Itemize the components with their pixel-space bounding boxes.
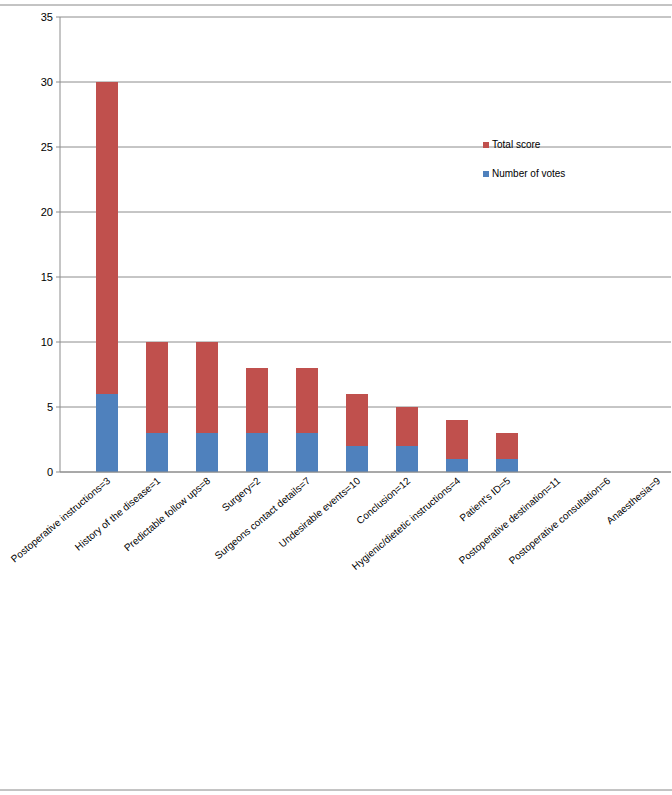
y-tick-label: 15	[41, 271, 53, 283]
frame-bottom	[0, 790, 672, 791]
y-tick-label: 30	[41, 76, 53, 88]
bar	[346, 446, 368, 472]
grid-line	[60, 17, 671, 18]
bar	[196, 342, 218, 433]
x-tick-label: Postoperative destination=11	[457, 475, 563, 566]
x-tick-label: Postoperative instructions=3	[9, 475, 113, 565]
y-tick-label: 10	[41, 336, 53, 348]
grid-line	[60, 472, 671, 473]
x-tick-label: Anaesthesia=9	[604, 475, 662, 526]
bar	[296, 433, 318, 472]
y-tick-label: 35	[41, 11, 53, 23]
x-axis	[60, 472, 671, 473]
y-axis	[60, 17, 61, 472]
bar	[296, 368, 318, 433]
bar	[346, 394, 368, 446]
x-tick-label: Surgery=2	[220, 475, 263, 514]
grid-line	[60, 147, 671, 148]
grid-line	[60, 277, 671, 278]
y-tick	[56, 212, 60, 213]
bar	[446, 459, 468, 472]
frame-top	[0, 5, 672, 6]
y-tick-label: 25	[41, 141, 53, 153]
y-tick-label: 0	[47, 466, 53, 478]
bar	[496, 433, 518, 459]
x-tick-label: History of the disease=1	[73, 475, 163, 553]
y-tick	[56, 17, 60, 18]
legend-label: Number of votes	[492, 168, 565, 179]
legend-label: Total score	[492, 139, 541, 150]
bar	[396, 446, 418, 472]
bar	[246, 368, 268, 433]
bar	[96, 394, 118, 472]
bars	[96, 82, 518, 472]
bar	[446, 420, 468, 459]
x-tick-label: Surgeons contact details=7	[213, 475, 313, 561]
legend-swatch	[483, 171, 489, 177]
y-tick	[56, 82, 60, 83]
grid-line	[60, 212, 671, 213]
grid-line	[60, 82, 671, 83]
x-tick-label: Undesirable events=10	[277, 475, 363, 550]
y-tick	[56, 277, 60, 278]
x-tick-label: Hygienic/dietetic instructions=4	[350, 475, 463, 572]
y-tick	[56, 407, 60, 408]
x-tick-label: Patient's ID=5	[458, 475, 513, 524]
legend: Total score Number of votes	[483, 139, 565, 179]
bar	[146, 433, 168, 472]
legend-swatch	[483, 142, 489, 148]
y-tick-label: 5	[47, 401, 53, 413]
x-tick-label: Postoperative consultation=6	[507, 475, 613, 566]
bar	[396, 407, 418, 446]
bar	[246, 433, 268, 472]
bar	[496, 459, 518, 472]
y-tick	[56, 342, 60, 343]
y-tick	[56, 147, 60, 148]
y-tick-label: 20	[41, 206, 53, 218]
bar	[146, 342, 168, 433]
bar	[196, 433, 218, 472]
chart: 0 5 10 15 20 25 30 35 Postoperative instructions…	[0, 0, 672, 795]
bar	[96, 82, 118, 394]
x-tick-label: Predictable follow ups=8	[122, 475, 213, 554]
y-tick	[56, 472, 60, 473]
